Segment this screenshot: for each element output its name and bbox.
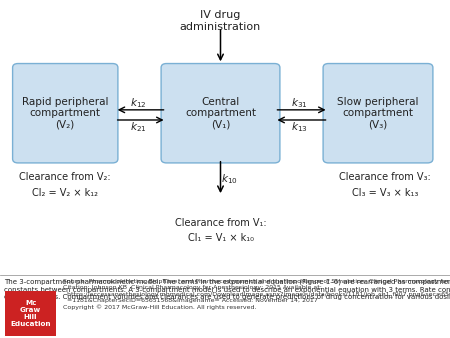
FancyBboxPatch shape <box>161 64 280 163</box>
FancyBboxPatch shape <box>323 64 433 163</box>
Text: $k_{12}$: $k_{12}$ <box>130 96 147 110</box>
Text: $k_{31}$: $k_{31}$ <box>291 96 307 110</box>
Text: IV drug
administration: IV drug administration <box>180 10 261 32</box>
FancyBboxPatch shape <box>13 64 118 163</box>
Text: Clearance from V₃:: Clearance from V₃: <box>339 172 431 183</box>
Text: The 3-compartment pharmacokinetic model. The terms in the exponential equation (: The 3-compartment pharmacokinetic model.… <box>4 279 450 308</box>
Text: Mc
Graw
Hill
Education: Mc Graw Hill Education <box>10 300 51 327</box>
Text: $k_{13}$: $k_{13}$ <box>291 120 308 134</box>
Bar <box>4 291 56 336</box>
Text: Central
compartment
(V₁): Central compartment (V₁) <box>185 97 256 130</box>
Text: $k_{10}$: $k_{10}$ <box>221 172 238 186</box>
Text: Clearance from V₂:: Clearance from V₂: <box>19 172 111 183</box>
Text: $k_{21}$: $k_{21}$ <box>130 120 147 134</box>
Text: Slow peripheral
compartment
(V₃): Slow peripheral compartment (V₃) <box>337 97 419 130</box>
Text: Clearance from V₁:: Clearance from V₁: <box>175 218 266 228</box>
Text: Source: Pharmacokinetics, Biophase, and Pharmacodynamics and the Importance of S: Source: Pharmacokinetics, Biophase, and … <box>63 279 450 310</box>
Text: Cl₁ = V₁ × k₁₀: Cl₁ = V₁ × k₁₀ <box>188 233 253 243</box>
Text: Cl₃ = V₃ × k₁₃: Cl₃ = V₃ × k₁₃ <box>351 188 418 198</box>
Text: Rapid peripheral
compartment
(V₂): Rapid peripheral compartment (V₂) <box>22 97 108 130</box>
Text: Cl₂ = V₂ × k₁₂: Cl₂ = V₂ × k₁₂ <box>32 188 98 198</box>
